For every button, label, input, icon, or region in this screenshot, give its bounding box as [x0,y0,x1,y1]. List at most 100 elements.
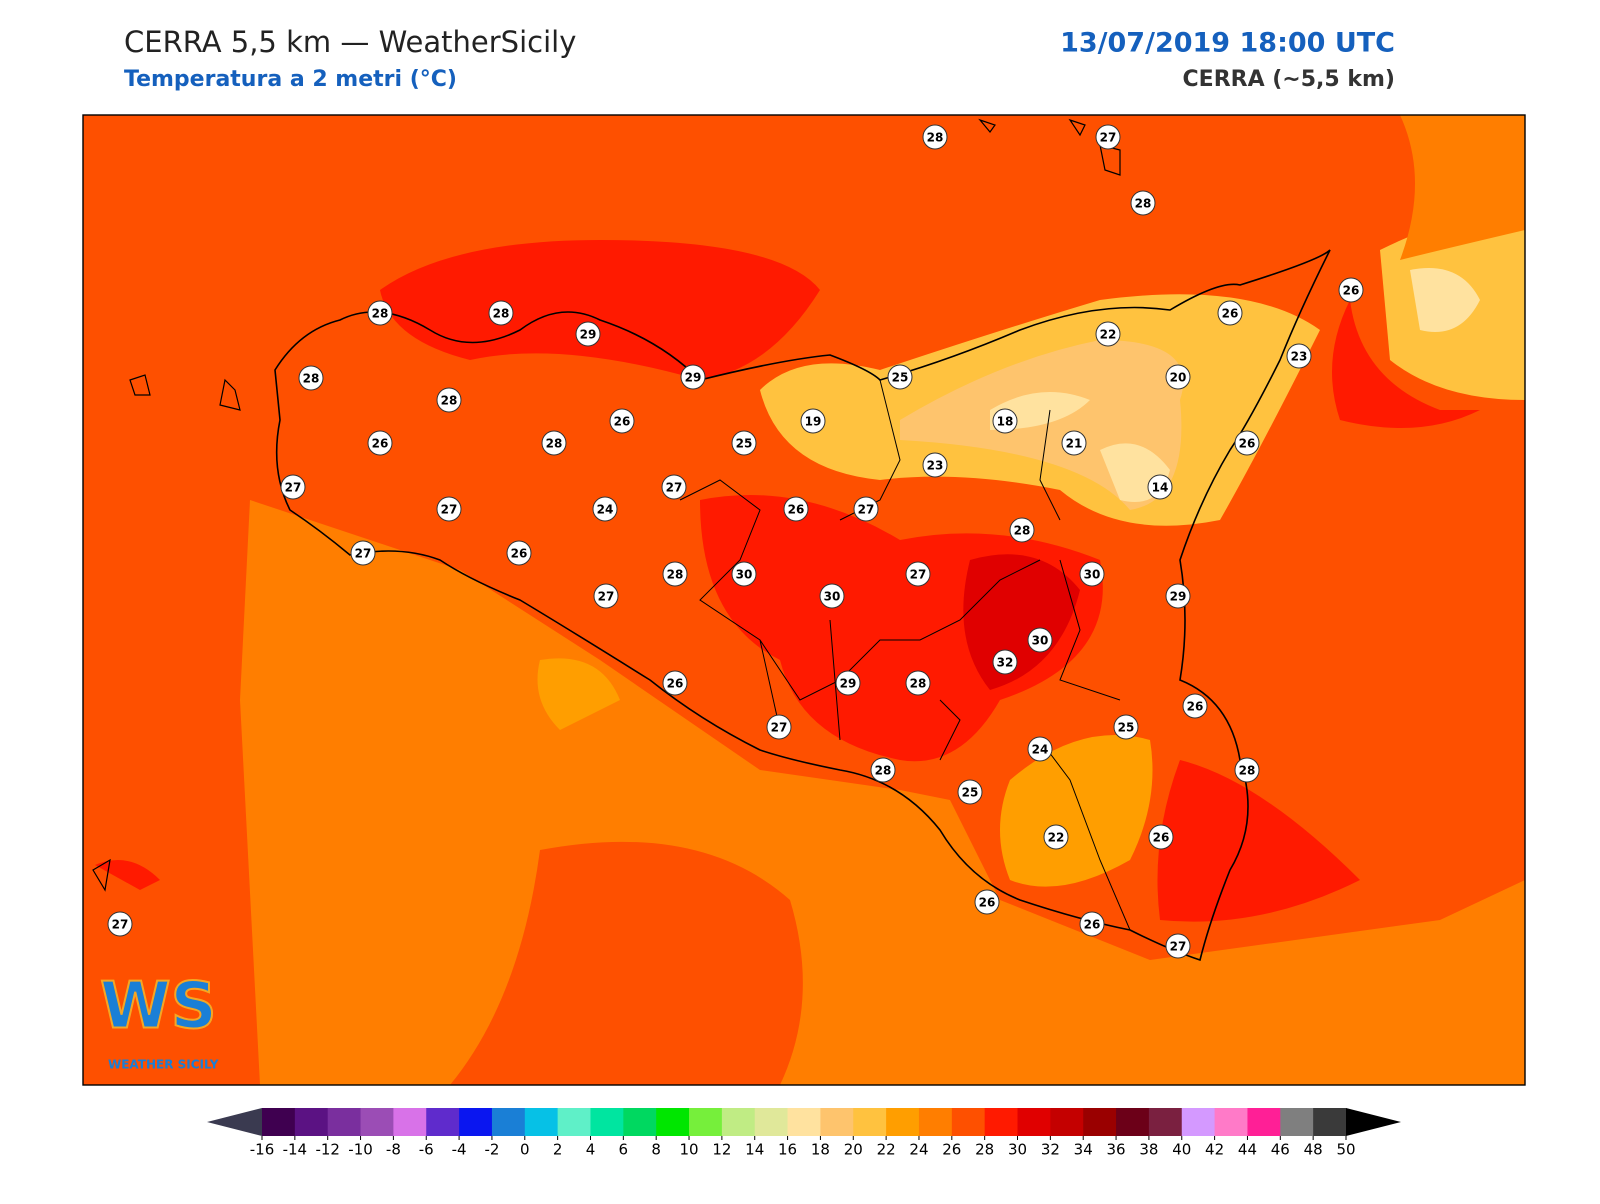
station-marker [905,670,931,696]
station-value: 27 [1100,131,1117,145]
station-value: 28 [910,677,927,691]
colorbar-band [1181,1108,1216,1136]
station-value: 18 [997,415,1014,429]
map-frame [82,114,1526,1086]
station-marker [992,649,1018,675]
station-value: 30 [736,568,753,582]
station-marker [800,408,826,434]
station-value: 28 [303,372,320,386]
colorbar-tick-label: -10 [348,1141,373,1159]
station-value: 26 [788,503,805,517]
station-marker [107,911,133,937]
station-value: 26 [1187,700,1204,714]
station-value: 32 [997,656,1014,670]
station-marker [1148,824,1174,850]
station-value: 30 [1084,568,1101,582]
colorbar-band [787,1108,821,1136]
station-marker [298,365,324,391]
station-marker [1338,277,1364,303]
colorbar-tick-label: 46 [1271,1141,1290,1159]
station-marker [1095,124,1121,150]
station-value: 24 [1032,743,1049,757]
station-marker [609,408,635,434]
colorbar-tick-label: 48 [1304,1141,1323,1159]
colorbar-band [294,1108,329,1136]
colorbar-tick-label: -14 [283,1141,308,1159]
station-marker [1130,190,1156,216]
field-band [537,658,620,730]
field-band [1000,735,1153,887]
station-marker [1217,300,1243,326]
field-band [1400,115,1525,260]
colorbar-band [984,1108,1019,1136]
station-marker [541,430,567,456]
station-marker [835,670,861,696]
station-marker [575,321,601,347]
colorbar-tick-label: 28 [975,1141,994,1159]
colorbar-band [656,1108,690,1136]
station-marker [783,496,809,522]
station-marker [662,561,688,587]
station-marker [661,474,687,500]
station-marker [1095,321,1121,347]
colorbar-tick-label: 32 [1041,1141,1060,1159]
colorbar-band [1313,1108,1347,1136]
station-value: 27 [666,481,683,495]
station-value: 19 [805,415,822,429]
province-border [679,379,1131,931]
station-marker [436,387,462,413]
station-marker [819,583,845,609]
station-value: 23 [927,459,944,473]
colorbar-band [918,1108,953,1136]
field-band [1157,760,1360,922]
station-marker [592,496,618,522]
station-value: 28 [372,307,389,321]
colorbar-tick-label: 36 [1107,1141,1126,1159]
colorbar: -16 -14 -12 -10 -8 -6 -4 -2 0 2 4 6 8 10 12 14 16 18 20 22 2… [207,1108,1401,1159]
station-value: 25 [892,371,909,385]
colorbar-band [393,1108,427,1136]
station-value: 22 [1048,831,1065,845]
colorbar-tick-label: -2 [484,1141,499,1159]
station-value: 27 [910,568,927,582]
station-value: 25 [736,437,753,451]
datetime: 13/07/2019 18:00 UTC [1060,28,1395,59]
station-value: 27 [1170,940,1187,954]
colorbar-tick-label: -6 [419,1141,434,1159]
colorbar-band [820,1108,854,1136]
station-marker [1009,517,1035,543]
colorbar-tick-label: 44 [1238,1141,1257,1159]
colorbar-band [886,1108,920,1136]
colorbar-tick-label: 24 [909,1141,928,1159]
station-value: 27 [858,503,875,517]
station-marker [957,779,983,805]
station-marker [1147,474,1173,500]
colorbar-band [1017,1108,1051,1136]
logo-text: WEATHER SICILY [108,1058,219,1072]
station-value: 27 [285,481,302,495]
colorbar-tick-label: 2 [553,1141,563,1159]
station-marker [662,670,688,696]
colorbar-over [1346,1108,1401,1136]
station-marker [1182,693,1208,719]
colorbar-band [623,1108,657,1136]
colorbar-tick-label: 22 [877,1141,896,1159]
station-marker [1165,933,1191,959]
colorbar-band [491,1108,526,1136]
station-marker [974,889,1000,915]
colorbar-under [207,1108,262,1136]
station-value: 25 [1118,721,1135,735]
station-value: 26 [1343,284,1360,298]
colorbar-tick-label: 18 [811,1141,830,1159]
field-band [380,240,820,380]
colorbar-tick-label: -4 [452,1141,467,1159]
title: CERRA 5,5 km — WeatherSicily [124,25,576,59]
station-value: 20 [1170,371,1187,385]
colorbar-band [1050,1108,1084,1136]
station-value: 24 [597,503,614,517]
field-band [1332,300,1480,428]
colorbar-band [426,1108,460,1136]
station-value: 29 [580,328,597,342]
colorbar-band [459,1108,493,1136]
